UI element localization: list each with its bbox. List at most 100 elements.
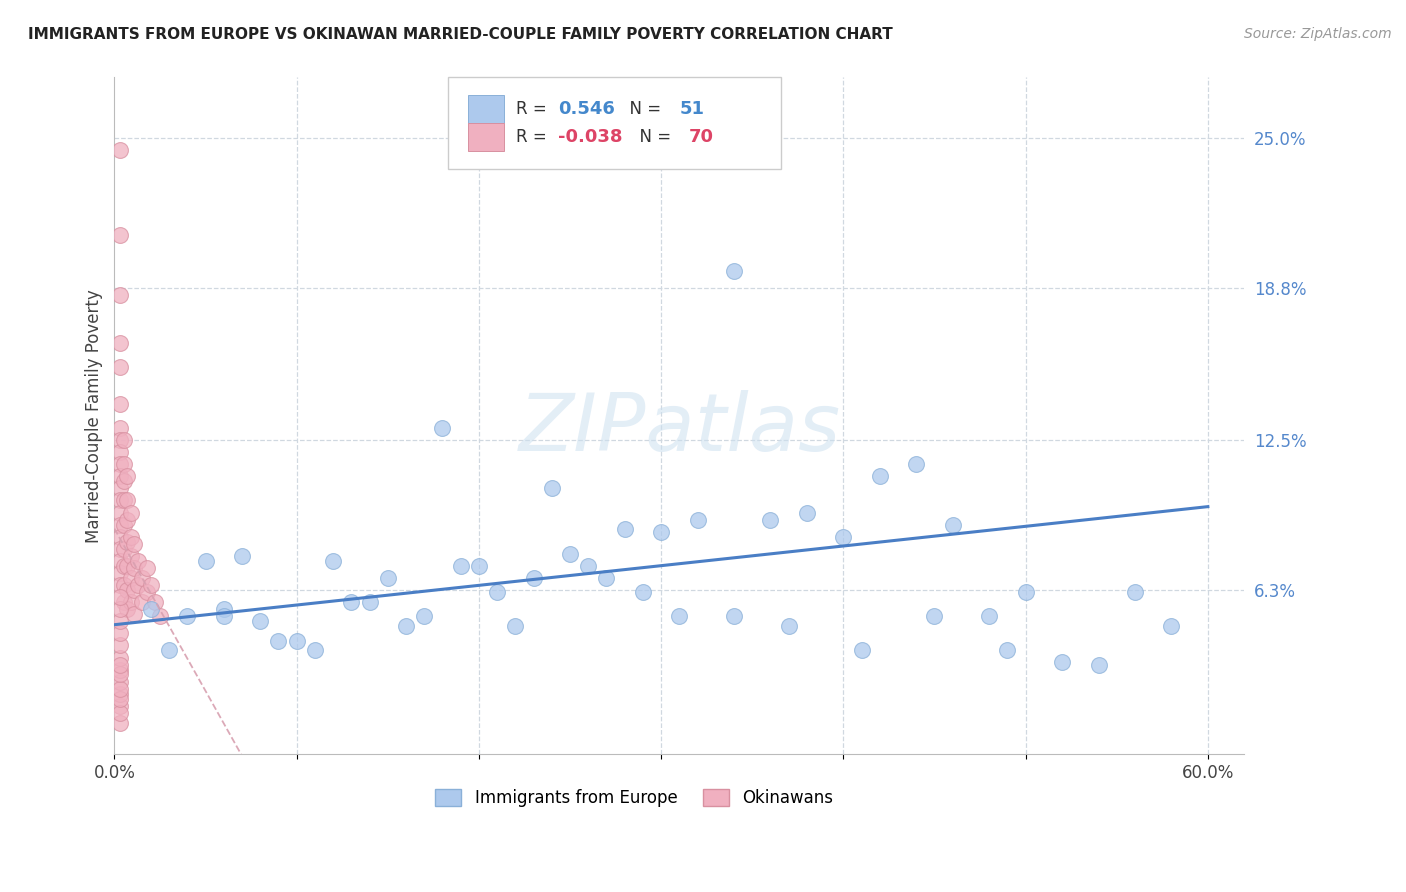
- Point: [979, 609, 1001, 624]
- Point: [1014, 585, 1036, 599]
- Point: [136, 561, 159, 575]
- FancyBboxPatch shape: [468, 123, 505, 152]
- Point: [576, 558, 599, 573]
- Point: [413, 609, 436, 624]
- Text: N =: N =: [628, 128, 676, 146]
- Point: [108, 667, 131, 681]
- Point: [112, 541, 135, 556]
- Point: [108, 698, 131, 713]
- Point: [595, 571, 617, 585]
- Point: [131, 571, 153, 585]
- Text: R =: R =: [516, 128, 551, 146]
- Point: [468, 558, 491, 573]
- Point: [231, 549, 253, 563]
- Point: [108, 481, 131, 495]
- Text: -0.038: -0.038: [558, 128, 623, 146]
- Point: [127, 554, 149, 568]
- Point: [377, 571, 399, 585]
- Point: [832, 530, 855, 544]
- Text: 0.546: 0.546: [558, 100, 616, 119]
- Point: [108, 227, 131, 242]
- Point: [1050, 656, 1073, 670]
- Point: [124, 561, 146, 575]
- Point: [112, 433, 135, 447]
- Point: [285, 633, 308, 648]
- Point: [194, 554, 217, 568]
- Point: [157, 643, 180, 657]
- Point: [505, 619, 527, 633]
- Point: [112, 493, 135, 508]
- Point: [124, 607, 146, 621]
- Point: [359, 595, 381, 609]
- FancyBboxPatch shape: [468, 95, 505, 123]
- Point: [108, 657, 131, 672]
- Point: [108, 674, 131, 689]
- Text: R =: R =: [516, 100, 551, 119]
- Point: [108, 715, 131, 730]
- Point: [723, 264, 745, 278]
- Point: [115, 534, 138, 549]
- Point: [686, 513, 709, 527]
- Point: [395, 619, 418, 633]
- Point: [450, 558, 472, 573]
- Point: [112, 578, 135, 592]
- Text: N =: N =: [620, 100, 666, 119]
- Point: [143, 595, 166, 609]
- Point: [249, 614, 271, 628]
- Point: [108, 681, 131, 696]
- Point: [304, 643, 326, 657]
- Point: [108, 626, 131, 640]
- Point: [796, 506, 818, 520]
- Point: [115, 513, 138, 527]
- Point: [942, 517, 965, 532]
- Point: [522, 571, 544, 585]
- Point: [115, 493, 138, 508]
- Text: Source: ZipAtlas.com: Source: ZipAtlas.com: [1244, 27, 1392, 41]
- Point: [650, 524, 672, 539]
- Point: [540, 481, 562, 495]
- Point: [924, 609, 946, 624]
- Point: [108, 554, 131, 568]
- Point: [108, 288, 131, 302]
- Point: [1087, 657, 1109, 672]
- Point: [108, 493, 131, 508]
- Point: [115, 582, 138, 597]
- Point: [778, 619, 800, 633]
- Point: [851, 643, 873, 657]
- Point: [723, 609, 745, 624]
- Text: 51: 51: [679, 100, 704, 119]
- Point: [108, 639, 131, 653]
- Point: [176, 609, 198, 624]
- Point: [108, 517, 131, 532]
- Point: [112, 595, 135, 609]
- Point: [108, 566, 131, 580]
- Point: [108, 691, 131, 706]
- Point: [112, 474, 135, 488]
- Point: [759, 513, 782, 527]
- Point: [120, 506, 142, 520]
- Point: [108, 687, 131, 701]
- Point: [340, 595, 363, 609]
- Point: [869, 469, 891, 483]
- Point: [108, 397, 131, 411]
- Point: [108, 650, 131, 665]
- Point: [112, 517, 135, 532]
- Point: [120, 595, 142, 609]
- Point: [1160, 619, 1182, 633]
- Point: [613, 523, 636, 537]
- Point: [108, 143, 131, 157]
- Point: [212, 602, 235, 616]
- Point: [108, 614, 131, 628]
- Point: [108, 663, 131, 677]
- Point: [112, 558, 135, 573]
- Point: [139, 578, 162, 592]
- Point: [108, 602, 131, 616]
- Point: [108, 530, 131, 544]
- Point: [558, 547, 581, 561]
- Point: [212, 609, 235, 624]
- Point: [108, 706, 131, 720]
- Point: [108, 469, 131, 483]
- Point: [115, 558, 138, 573]
- Point: [1123, 585, 1146, 599]
- Point: [905, 457, 928, 471]
